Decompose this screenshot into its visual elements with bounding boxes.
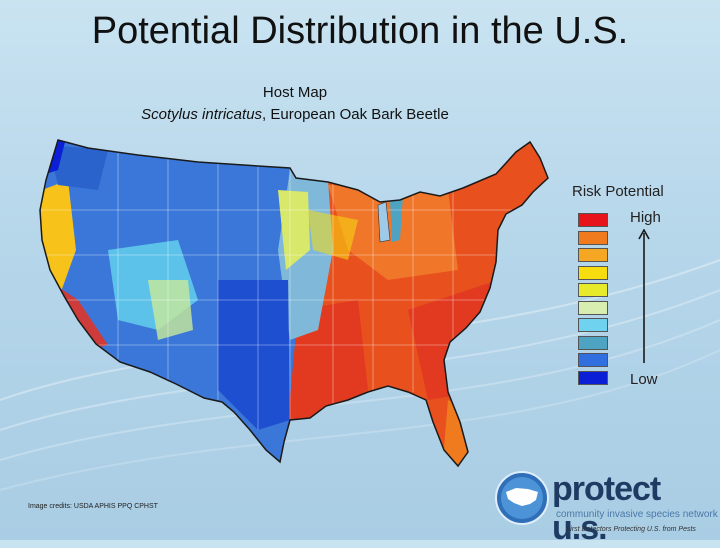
- legend-swatch: [578, 300, 608, 315]
- legend-swatch: [578, 230, 608, 245]
- us-outline: [39, 139, 549, 468]
- species-name: Scotylus intricatus: [141, 106, 263, 123]
- us-risk-map: [39, 139, 549, 468]
- legend-swatch: [578, 248, 608, 262]
- globe-us-icon: [495, 471, 549, 525]
- state-borders: [40, 150, 548, 430]
- map-regions: [40, 140, 548, 466]
- legend-swatch: [578, 213, 608, 227]
- logo-tagline: community invasive species network: [556, 509, 718, 520]
- image-credits: Image credits: USDA APHIS PPQ CPHST: [28, 503, 158, 510]
- species-common-name: , European Oak Bark Beetle: [262, 106, 449, 123]
- legend-title: Risk Potential: [572, 183, 664, 200]
- legend-high-label: High: [630, 209, 661, 226]
- legend-swatch: [578, 370, 608, 385]
- great-lakes: [377, 201, 391, 243]
- legend-swatch: [578, 283, 608, 297]
- slide-title: Potential Distribution in the U.S.: [91, 10, 629, 52]
- risk-legend: Risk Potential High Low: [572, 183, 692, 388]
- map-title: Host Map Scotylus intricatus, European O…: [120, 82, 470, 126]
- legend-low-label: Low: [630, 371, 658, 388]
- map-subtitle: Scotylus intricatus, European Oak Bark B…: [120, 104, 470, 126]
- legend-swatch: [578, 335, 608, 350]
- protect-us-logo: protect u.s. community invasive species …: [494, 466, 720, 547]
- legend-swatch: [578, 265, 608, 280]
- logo-slogan: First Detectors Protecting U.S. from Pes…: [566, 526, 696, 533]
- map-title-main: Host Map: [262, 84, 328, 101]
- legend-swatch: [578, 318, 608, 332]
- up-arrow-icon: [638, 229, 650, 363]
- legend-swatch: [578, 353, 608, 367]
